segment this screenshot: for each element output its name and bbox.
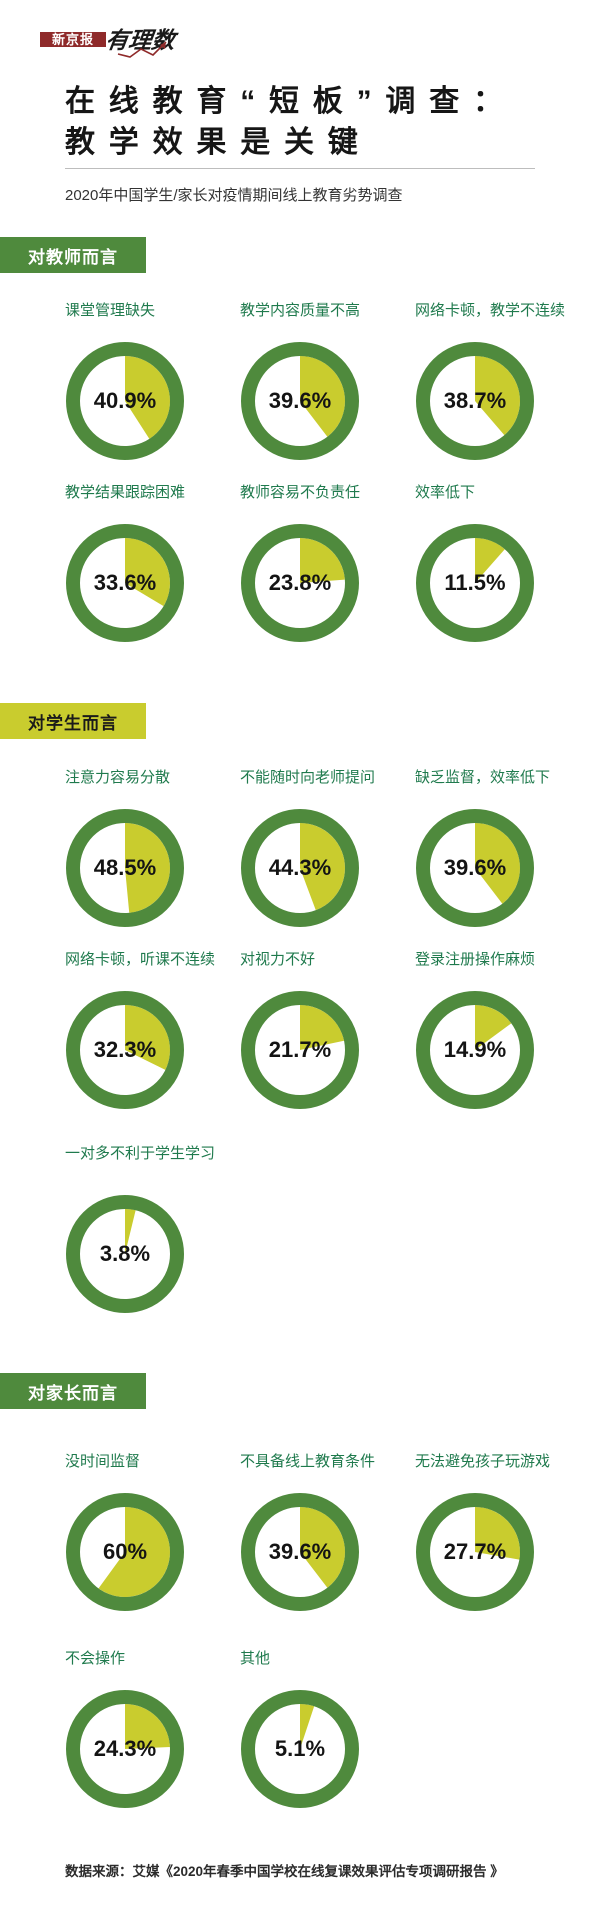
svg-text:有理数: 有理数 (108, 27, 180, 53)
